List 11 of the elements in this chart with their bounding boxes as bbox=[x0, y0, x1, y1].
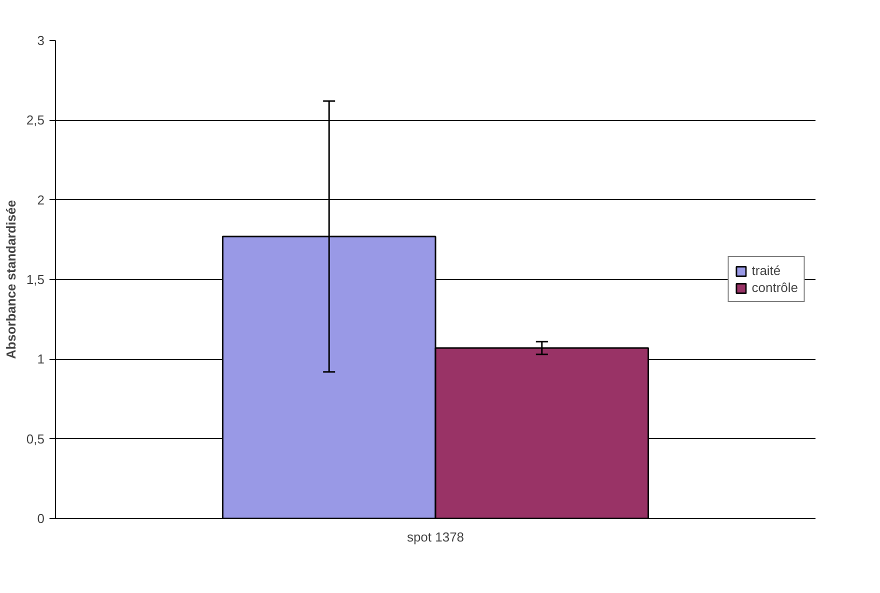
y-tick-label: 0 bbox=[37, 511, 45, 526]
y-tick-label: 1,5 bbox=[26, 272, 45, 287]
y-tick-label: 3 bbox=[37, 33, 45, 48]
legend-label: traité bbox=[752, 263, 781, 278]
y-tick-label: 2,5 bbox=[26, 112, 45, 128]
y-axis-title: Absorbance standardisée bbox=[3, 200, 18, 359]
y-tick-label: 0,5 bbox=[26, 431, 45, 446]
x-tick-label: spot 1378 bbox=[406, 530, 464, 544]
legend-label: contrôle bbox=[752, 280, 798, 295]
y-tick-label: 2 bbox=[37, 192, 45, 208]
y-tick-label: 1 bbox=[37, 352, 45, 367]
